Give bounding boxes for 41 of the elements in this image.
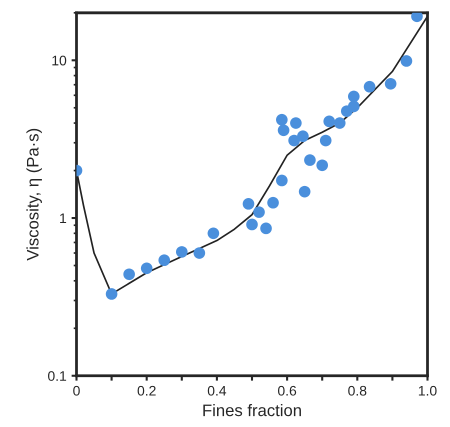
point: [348, 90, 360, 102]
point: [276, 174, 288, 186]
y-tick-label: 0.1: [48, 371, 66, 381]
point: [176, 246, 188, 258]
x-tick-label: 0.2: [138, 386, 156, 396]
point: [242, 198, 254, 210]
point: [323, 116, 336, 128]
y-tick-label: 1: [60, 214, 66, 224]
point: [278, 124, 290, 136]
point: [320, 134, 332, 146]
point: [246, 218, 258, 230]
point: [411, 12, 423, 22]
point: [267, 196, 279, 209]
point: [260, 222, 272, 234]
y-tick-label: 10: [52, 56, 66, 66]
point: [288, 134, 300, 146]
x-tick-label: 0.4: [208, 386, 226, 396]
x-tick-label: 0.8: [348, 386, 366, 396]
point: [364, 80, 376, 93]
point: [297, 130, 309, 142]
point: [123, 268, 135, 280]
point: [276, 114, 288, 126]
point: [316, 159, 328, 172]
point: [106, 288, 118, 300]
x-tick-label: 0.6: [278, 386, 296, 396]
point: [304, 154, 316, 166]
point: [400, 55, 412, 67]
point: [290, 117, 302, 129]
x-tick-label: 1.0: [418, 386, 437, 396]
point: [348, 100, 360, 112]
point: [140, 262, 153, 274]
point: [334, 117, 346, 129]
y-axis-title: Viscosity, η (Pa·s): [26, 128, 42, 261]
point: [194, 247, 206, 259]
point: [208, 228, 220, 240]
x-tick-label: 0: [73, 386, 80, 396]
x-axis-title: Fines fraction: [203, 404, 301, 416]
point: [384, 78, 396, 90]
point: [158, 254, 170, 266]
point: [298, 186, 310, 198]
point: [253, 206, 265, 218]
